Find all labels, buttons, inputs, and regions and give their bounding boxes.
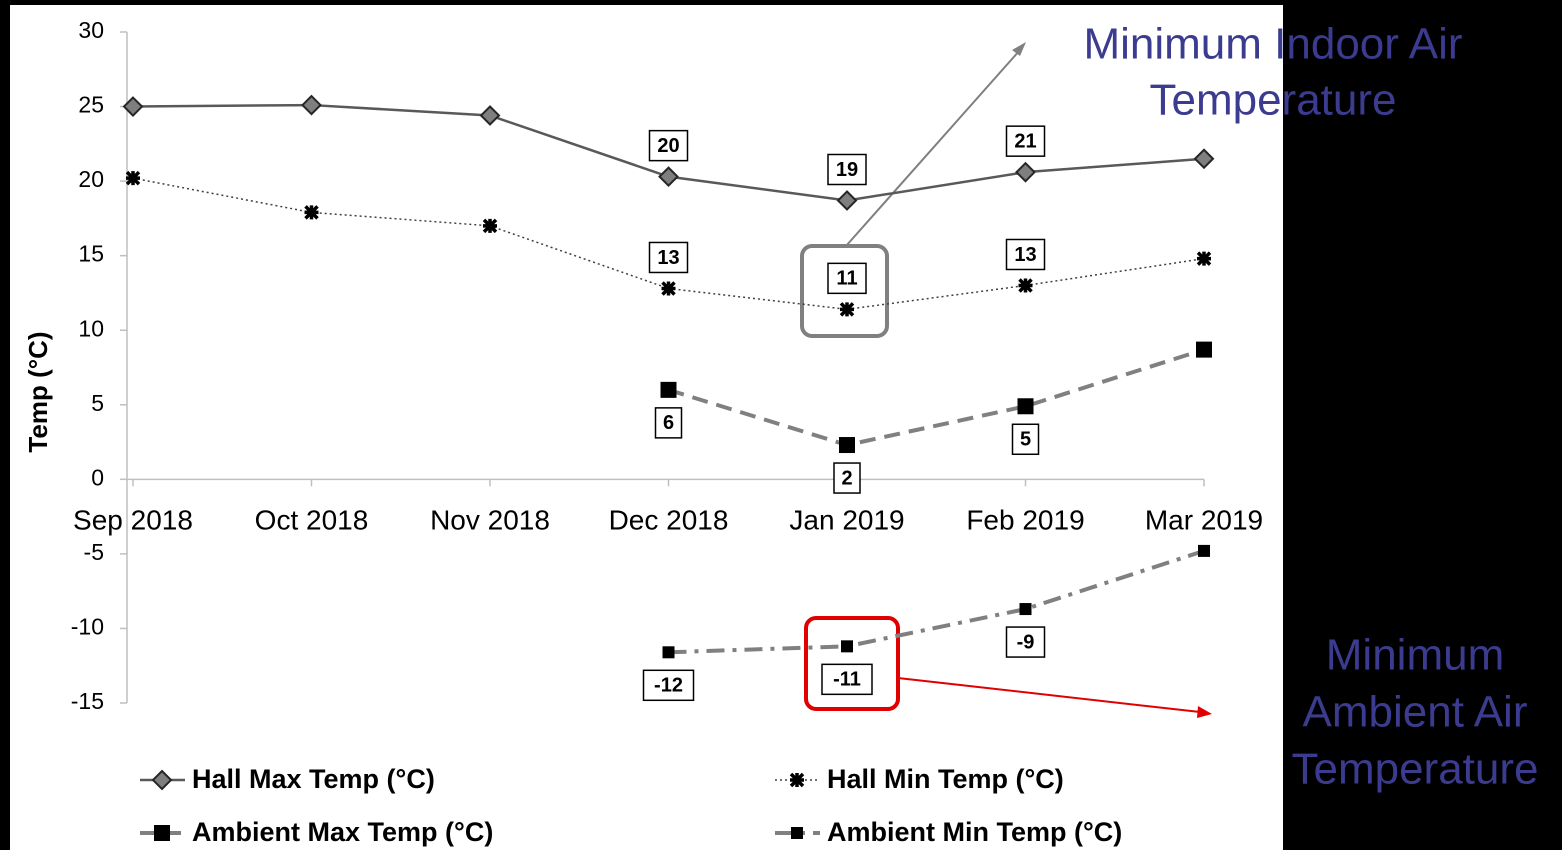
marker bbox=[1196, 341, 1212, 358]
y-tick-label: 30 bbox=[78, 17, 104, 43]
data-label: 6 bbox=[663, 412, 674, 434]
data-label: 13 bbox=[1014, 244, 1036, 266]
annotation-text: Temperature bbox=[1291, 745, 1538, 794]
x-tick-label: Sep 2018 bbox=[73, 505, 193, 536]
legend-label: Hall Min Temp (°C) bbox=[827, 764, 1064, 794]
data-label: 5 bbox=[1020, 429, 1031, 451]
annotation-text: Minimum bbox=[1326, 631, 1504, 680]
data-label-box bbox=[1011, 423, 1040, 456]
marker bbox=[791, 827, 803, 839]
marker bbox=[661, 281, 676, 296]
marker bbox=[658, 166, 679, 188]
y-tick-label: -15 bbox=[71, 688, 104, 714]
annotation-text: Minimum Indoor Air bbox=[1083, 20, 1462, 69]
callout-box bbox=[800, 244, 889, 338]
data-label-box bbox=[821, 663, 873, 696]
data-label: 2 bbox=[841, 467, 852, 489]
data-label: 19 bbox=[836, 159, 858, 181]
marker bbox=[789, 772, 805, 788]
x-tick-label: Oct 2018 bbox=[255, 505, 369, 536]
marker bbox=[839, 302, 855, 317]
data-label-box bbox=[833, 462, 861, 494]
y-tick-label: 10 bbox=[78, 315, 104, 341]
marker bbox=[1015, 161, 1036, 183]
callout-box bbox=[804, 616, 900, 711]
series-line bbox=[667, 347, 1205, 448]
marker bbox=[836, 190, 858, 211]
y-tick-label: 20 bbox=[78, 166, 104, 192]
data-label: -9 bbox=[1017, 631, 1035, 653]
data-label: 21 bbox=[1014, 130, 1036, 152]
data-label: 20 bbox=[657, 135, 679, 157]
y-axis-title: Temp (°C) bbox=[23, 331, 53, 452]
series-line bbox=[668, 549, 1205, 655]
marker bbox=[841, 640, 853, 653]
data-label-box bbox=[1005, 626, 1046, 658]
marker bbox=[1019, 603, 1032, 616]
y-tick-label: 25 bbox=[78, 92, 104, 118]
annotations: Minimum Indoor Air Temperature Minimum Ambi… bbox=[1083, 20, 1538, 794]
marker bbox=[479, 105, 501, 126]
marker bbox=[304, 205, 319, 220]
data-label-box bbox=[827, 153, 867, 186]
data-label: 11 bbox=[836, 268, 857, 290]
annotation-text: Temperature bbox=[1149, 76, 1396, 125]
data-label: -11 bbox=[833, 669, 861, 691]
marker bbox=[1018, 278, 1033, 293]
legend-label: Hall Max Temp (°C) bbox=[192, 764, 435, 794]
data-label-box bbox=[1005, 238, 1046, 271]
marker bbox=[662, 646, 675, 659]
data-label: 13 bbox=[657, 247, 679, 269]
marker bbox=[839, 437, 855, 454]
marker bbox=[1193, 148, 1215, 170]
arrow-head bbox=[1012, 42, 1026, 56]
callout-arrow bbox=[897, 677, 1201, 713]
arrow-head bbox=[1197, 706, 1212, 718]
marker bbox=[151, 769, 173, 791]
marker bbox=[660, 381, 677, 398]
x-tick-label: Dec 2018 bbox=[609, 505, 729, 536]
y-tick-label: 0 bbox=[91, 464, 104, 490]
y-tick-label: -10 bbox=[71, 614, 104, 640]
x-tick-label: Jan 2019 bbox=[789, 505, 904, 536]
marker bbox=[482, 218, 498, 234]
x-tick-label: Nov 2018 bbox=[430, 505, 550, 536]
callout-arrow bbox=[845, 49, 1021, 247]
x-tick-label: Mar 2019 bbox=[1145, 505, 1263, 536]
marker bbox=[1198, 544, 1210, 557]
y-tick-label: -5 bbox=[84, 539, 104, 565]
data-label-box bbox=[654, 407, 683, 439]
y-tick-label: 5 bbox=[91, 390, 104, 416]
marker bbox=[1017, 398, 1034, 415]
data-label-box bbox=[642, 669, 695, 702]
plot-area bbox=[10, 5, 1283, 850]
data-label-box bbox=[648, 241, 689, 274]
y-tick-label: 15 bbox=[78, 241, 104, 267]
data-label-box bbox=[827, 262, 867, 295]
data-label: -12 bbox=[654, 675, 683, 697]
legend-label: Ambient Max Temp (°C) bbox=[192, 817, 493, 847]
marker bbox=[1196, 251, 1212, 266]
marker bbox=[154, 825, 170, 841]
x-tick-label: Feb 2019 bbox=[966, 505, 1084, 536]
legend-label: Ambient Min Temp (°C) bbox=[827, 817, 1122, 847]
data-label-box bbox=[648, 129, 689, 162]
marker bbox=[125, 170, 141, 186]
data-label-box bbox=[1005, 125, 1046, 157]
marker bbox=[122, 96, 144, 117]
marker bbox=[301, 94, 322, 116]
annotation-text: Ambient Air bbox=[1303, 688, 1528, 737]
